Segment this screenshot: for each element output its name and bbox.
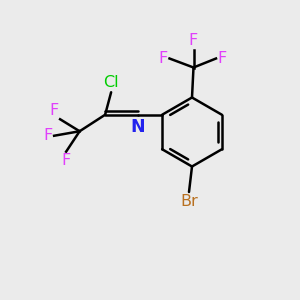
Text: F: F — [50, 103, 58, 118]
Text: F: F — [159, 51, 168, 66]
Text: Br: Br — [180, 194, 198, 209]
Text: F: F — [44, 128, 52, 143]
Text: Cl: Cl — [103, 75, 119, 90]
Text: F: F — [61, 153, 71, 168]
Text: F: F — [189, 33, 198, 48]
Text: N: N — [131, 118, 146, 136]
Text: F: F — [218, 51, 227, 66]
